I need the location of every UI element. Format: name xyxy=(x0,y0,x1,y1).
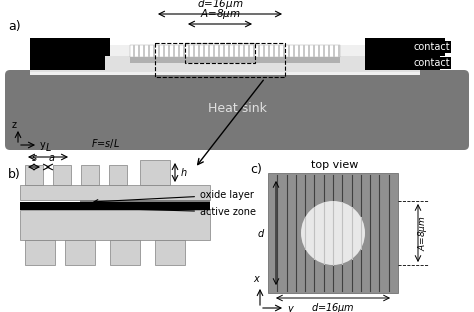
Bar xyxy=(273,45,275,57)
Bar xyxy=(133,45,135,57)
Text: contact: contact xyxy=(413,42,450,52)
Bar xyxy=(178,45,180,57)
FancyBboxPatch shape xyxy=(5,70,469,150)
Bar xyxy=(308,45,310,57)
Bar xyxy=(268,173,398,293)
Bar xyxy=(148,45,150,57)
Text: Heat sink: Heat sink xyxy=(208,101,266,115)
Bar xyxy=(173,45,175,57)
Text: $A$=8μm: $A$=8μm xyxy=(417,215,429,251)
Bar xyxy=(253,45,255,57)
Bar xyxy=(218,45,220,57)
Bar xyxy=(65,240,95,265)
Bar xyxy=(313,45,315,57)
Bar xyxy=(20,185,210,200)
Text: b): b) xyxy=(8,168,21,181)
Bar xyxy=(213,45,215,57)
Bar xyxy=(258,45,260,57)
Bar xyxy=(130,45,340,57)
Bar xyxy=(243,45,245,57)
Text: $d$: $d$ xyxy=(257,227,265,239)
Bar xyxy=(168,45,170,57)
Bar xyxy=(109,165,127,185)
Bar xyxy=(25,240,55,265)
Text: $A$=8μm: $A$=8μm xyxy=(200,7,240,21)
Bar xyxy=(248,45,250,57)
Bar xyxy=(185,43,255,63)
Text: $d$=16μm: $d$=16μm xyxy=(311,301,355,312)
Bar xyxy=(233,45,235,57)
Bar xyxy=(288,45,290,57)
Bar xyxy=(30,56,105,70)
Bar xyxy=(193,45,195,57)
Bar xyxy=(318,45,320,57)
Bar xyxy=(323,45,325,57)
Bar xyxy=(188,45,190,57)
Bar xyxy=(155,240,185,265)
Bar xyxy=(208,45,210,57)
Text: z: z xyxy=(11,120,17,130)
Bar xyxy=(30,38,110,56)
Bar xyxy=(338,45,340,57)
Bar xyxy=(333,45,335,57)
Text: $y$: $y$ xyxy=(287,304,295,312)
Bar xyxy=(198,45,200,57)
Bar xyxy=(365,56,440,70)
Bar xyxy=(25,165,43,185)
Bar xyxy=(81,165,99,185)
Text: $d$=16μm: $d$=16μm xyxy=(197,0,243,11)
Bar xyxy=(203,45,205,57)
Text: a): a) xyxy=(8,20,21,33)
Bar xyxy=(223,45,225,57)
Bar xyxy=(183,45,185,57)
Bar xyxy=(155,43,285,77)
Bar xyxy=(283,45,285,57)
Bar xyxy=(263,45,265,57)
Text: $a$: $a$ xyxy=(48,153,55,163)
Bar xyxy=(278,45,280,57)
Text: active zone: active zone xyxy=(24,204,256,217)
Bar xyxy=(328,45,330,57)
Circle shape xyxy=(301,201,365,265)
Bar xyxy=(53,165,71,185)
Bar xyxy=(140,160,170,185)
Bar xyxy=(238,45,240,57)
Text: $s$: $s$ xyxy=(30,153,37,163)
Bar xyxy=(20,210,210,240)
Bar xyxy=(228,45,230,57)
Bar xyxy=(163,45,165,57)
Text: $F$=$s/L$: $F$=$s/L$ xyxy=(91,137,119,150)
Text: top view: top view xyxy=(311,160,359,170)
Bar xyxy=(365,38,445,56)
Bar xyxy=(298,45,300,57)
Text: $h$: $h$ xyxy=(180,166,188,178)
Text: y: y xyxy=(40,140,46,150)
Bar xyxy=(20,202,210,210)
Bar xyxy=(158,45,160,57)
Bar xyxy=(293,45,295,57)
Text: contact: contact xyxy=(413,58,450,68)
Bar xyxy=(268,45,270,57)
Bar xyxy=(303,45,305,57)
Text: $x$: $x$ xyxy=(253,274,261,284)
Bar xyxy=(80,200,210,205)
Bar xyxy=(30,56,420,72)
Bar xyxy=(153,45,155,57)
Bar xyxy=(143,45,145,57)
Text: oxide layer: oxide layer xyxy=(94,190,254,203)
Text: $L$: $L$ xyxy=(45,141,51,153)
Bar xyxy=(130,57,340,63)
Bar xyxy=(30,45,420,75)
Bar xyxy=(138,45,140,57)
Text: c): c) xyxy=(250,163,262,176)
Bar xyxy=(110,240,140,265)
